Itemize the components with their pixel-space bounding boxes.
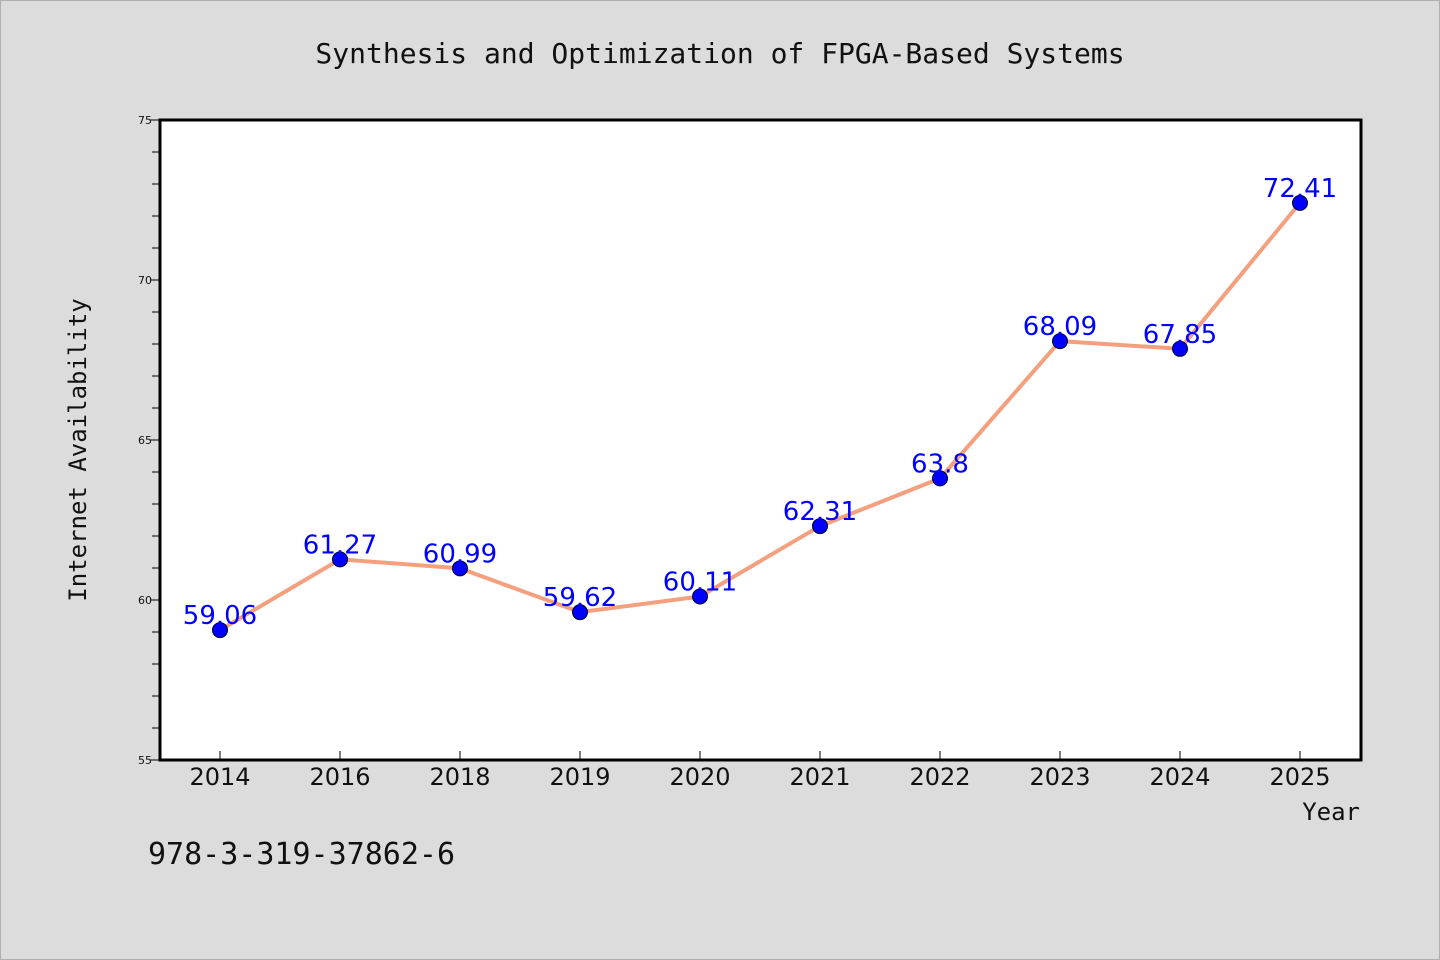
y-tick-label: 75 — [138, 114, 152, 127]
footer-code: 978-3-319-37862-6 — [148, 837, 455, 872]
data-point — [692, 588, 708, 605]
data-series: 59.06 61.27 60.99 59.62 60.11 62.31 63.8 68.09 6… — [183, 174, 1337, 639]
y-tick-label: 55 — [138, 754, 152, 767]
data-label: 59.62 — [543, 583, 617, 613]
data-label: 63.8 — [911, 449, 969, 479]
x-tick-label: 2014 — [189, 763, 250, 791]
plot-area — [158, 118, 1363, 762]
data-point — [812, 518, 828, 535]
data-point — [1292, 194, 1308, 211]
data-point — [1052, 333, 1068, 350]
x-tick-label: 2020 — [669, 763, 730, 791]
y-tick-label: 60 — [138, 594, 152, 607]
x-tick-label: 2019 — [549, 763, 610, 791]
y-axis: 55 60 65 70 75 — [138, 114, 160, 767]
x-tick-label: 2021 — [789, 763, 850, 791]
data-point — [932, 470, 948, 487]
y-axis-title: Internet Availability — [64, 298, 92, 601]
x-tick-label: 2023 — [1029, 763, 1090, 791]
data-label: 60.11 — [663, 567, 737, 597]
data-point — [452, 560, 468, 577]
x-tick-label: 2024 — [1149, 763, 1210, 791]
x-tick-label: 2016 — [309, 763, 370, 791]
series-line — [218, 200, 1302, 633]
data-label: 67.85 — [1143, 320, 1217, 350]
x-axis: 2014 2016 2018 2019 2020 2021 2022 2023 2024 2025 — [189, 751, 1331, 791]
data-label: 68.09 — [1023, 312, 1097, 342]
x-axis-title: Year — [1302, 798, 1360, 826]
data-label: 61.27 — [303, 530, 377, 560]
y-tick-label: 65 — [138, 434, 152, 447]
x-tick-label: 2022 — [909, 763, 970, 791]
data-label: 59.06 — [183, 601, 257, 631]
x-tick-label: 2018 — [429, 763, 490, 791]
data-point — [572, 604, 588, 621]
data-label: 72.41 — [1263, 174, 1337, 204]
data-label: 62.31 — [783, 497, 857, 527]
data-label: 60.99 — [423, 539, 497, 569]
y-tick-label: 70 — [138, 274, 152, 287]
chart-title: Synthesis and Optimization of FPGA-Based… — [315, 37, 1124, 70]
x-tick-label: 2025 — [1269, 763, 1330, 791]
data-point — [332, 551, 348, 568]
data-point — [212, 622, 228, 639]
data-point — [1172, 340, 1188, 357]
